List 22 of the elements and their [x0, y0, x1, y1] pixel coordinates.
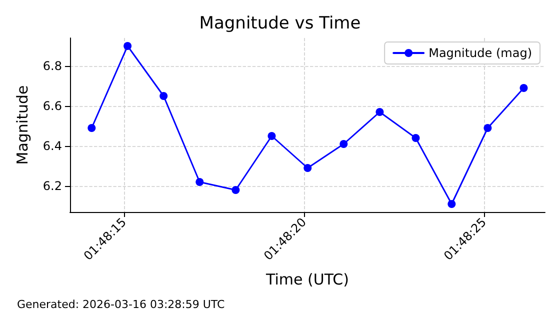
- y-axis-title: Magnitude: [14, 85, 32, 165]
- point: [196, 178, 204, 186]
- point: [484, 124, 492, 132]
- point: [412, 134, 420, 142]
- legend-label: Magnitude (mag): [428, 46, 532, 60]
- point: [340, 140, 348, 148]
- y-tick-label: 6.4: [42, 139, 62, 153]
- point: [124, 42, 132, 50]
- x-axis-title: Time (UTC): [265, 270, 349, 288]
- point: [268, 132, 276, 140]
- point: [520, 84, 528, 92]
- point: [376, 108, 384, 116]
- point: [232, 186, 240, 194]
- point: [160, 92, 168, 100]
- y-tick-label: 6.2: [42, 179, 62, 193]
- y-tick-label: 6.6: [42, 99, 62, 113]
- text: Generated: 2026-03-16 03:28:59 UTC: [17, 298, 226, 311]
- point: [448, 200, 456, 208]
- chart-title: Magnitude vs Time: [199, 14, 361, 34]
- point: [304, 164, 312, 172]
- y-tick-label: 6.8: [42, 59, 62, 73]
- point: [88, 124, 96, 132]
